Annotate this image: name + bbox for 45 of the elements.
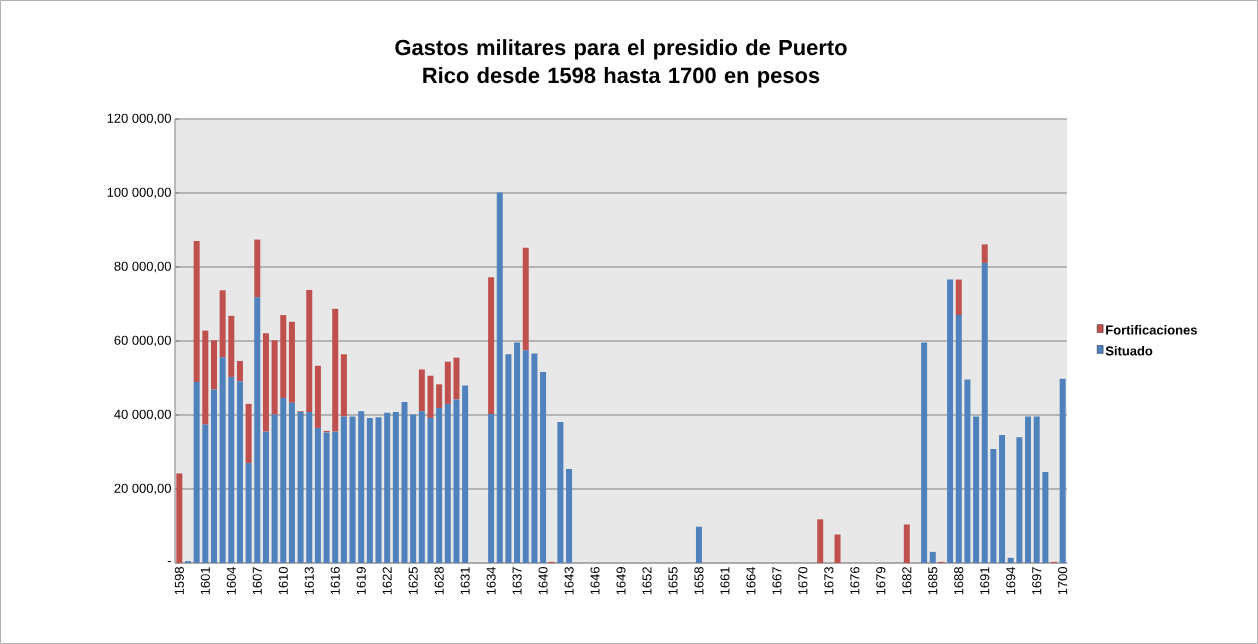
y-tick-label: - <box>167 561 171 563</box>
x-tick-label: 1664 <box>746 566 756 595</box>
x-tick-label: 1631 <box>460 567 470 595</box>
x-tick-label: 1697 <box>1032 567 1042 595</box>
x-tick-label: 1682 <box>902 567 912 595</box>
y-tick-label: 40 000,00 <box>114 409 171 421</box>
x-tick-label: 1634 <box>486 566 496 595</box>
x-tick-label: 1694 <box>1006 566 1016 595</box>
y-tick-label: 20 000,00 <box>114 483 171 495</box>
x-tick-label: 1685 <box>928 567 938 595</box>
chart-title: Gastos militares para el presidio de Puerto Rico desde 1598 hasta 1700 en pesos <box>395 39 847 88</box>
x-tick-label: 1667 <box>772 567 782 595</box>
x-tick-label: 1688 <box>954 567 964 595</box>
x-tick-label: 1625 <box>408 567 418 595</box>
x-tick-label: 1601 <box>200 567 210 595</box>
x-tick-label: 1670 <box>798 567 808 595</box>
x-tick-label: 1640 <box>538 567 548 595</box>
x-tick-label: 1613 <box>304 567 314 595</box>
y-tick-label: 120 000,00 <box>107 113 171 125</box>
x-tick-label: 1598 <box>174 567 184 595</box>
x-tick-label: 1655 <box>668 567 678 595</box>
x-tick-label: 1628 <box>434 567 444 595</box>
x-tick-label: 1610 <box>278 567 288 595</box>
x-tick-label: 1619 <box>356 567 366 595</box>
x-tick-label: 1691 <box>980 567 990 595</box>
x-tick-label: 1604 <box>226 566 236 595</box>
legend-label: Fortificaciones <box>1106 325 1197 335</box>
x-tick-label: 1616 <box>330 567 340 595</box>
x-tick-label: 1673 <box>824 567 834 595</box>
x-tick-label: 1643 <box>564 567 574 595</box>
x-tick-label: 1646 <box>590 567 600 595</box>
x-tick-label: 1700 <box>1058 567 1068 595</box>
x-tick-label: 1637 <box>512 567 522 595</box>
x-tick-label: 1652 <box>642 567 652 595</box>
x-tick-label: 1661 <box>720 567 730 595</box>
x-tick-label: 1622 <box>382 567 392 595</box>
x-tick-label: 1676 <box>850 567 860 595</box>
y-tick-label: 60 000,00 <box>114 335 171 347</box>
x-tick-label: 1679 <box>876 567 886 595</box>
x-tick-label: 1658 <box>694 567 704 595</box>
x-tick-label: 1649 <box>616 567 626 595</box>
y-tick-label: 80 000,00 <box>114 261 171 273</box>
x-tick-label: 1607 <box>252 567 262 595</box>
legend-label: Situado <box>1105 345 1153 356</box>
y-tick-label: 100 000,00 <box>107 187 171 199</box>
